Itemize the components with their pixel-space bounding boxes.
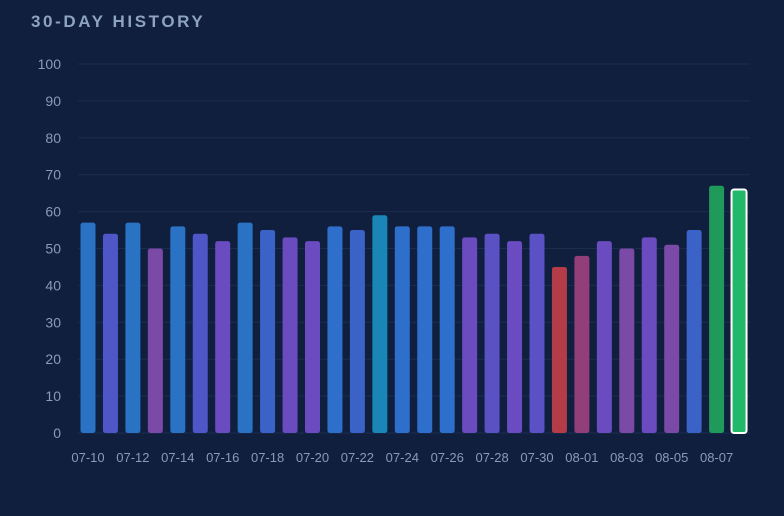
x-tick-label: 07-22	[341, 450, 374, 465]
x-tick-label: 08-07	[700, 450, 733, 465]
bar-07-21[interactable]	[327, 226, 343, 433]
bar-07-12[interactable]	[125, 222, 141, 433]
x-tick-label: 07-28	[475, 450, 508, 465]
y-tick-label: 40	[45, 277, 61, 293]
bar-07-18[interactable]	[260, 230, 276, 433]
x-tick-label: 07-24	[386, 450, 419, 465]
bar-08-08[interactable]	[730, 188, 748, 434]
x-tick-label: 08-05	[655, 450, 688, 465]
y-tick-label: 30	[45, 314, 61, 330]
bar-07-13[interactable]	[147, 248, 163, 434]
x-tick-label: 07-20	[296, 450, 329, 465]
bar-08-04[interactable]	[641, 237, 657, 433]
bar-07-25[interactable]	[417, 226, 433, 433]
bar-07-27[interactable]	[462, 237, 478, 433]
bar-07-10[interactable]	[80, 222, 96, 433]
chart-title: 30-DAY HISTORY	[31, 12, 206, 31]
bars	[80, 185, 748, 434]
bar-07-26[interactable]	[439, 226, 455, 433]
x-tick-label: 07-26	[431, 450, 464, 465]
x-axis: 07-10 07-12 07-14 07-16 07-18 07-20 07-22 07-24…	[71, 450, 733, 465]
y-tick-label: 10	[45, 388, 61, 404]
y-axis: 0 10 20 30 40 50 60 70 80 90 100	[38, 56, 62, 441]
y-tick-label: 70	[45, 167, 61, 183]
bar-08-05[interactable]	[664, 244, 680, 433]
y-tick-label: 100	[38, 56, 62, 72]
bar-07-16[interactable]	[215, 241, 231, 433]
bar-08-06[interactable]	[686, 230, 702, 433]
bar-07-24[interactable]	[394, 226, 410, 433]
bar-07-23[interactable]	[372, 215, 388, 433]
x-tick-label: 07-14	[161, 450, 194, 465]
bar-07-30[interactable]	[529, 233, 545, 433]
x-tick-label: 07-16	[206, 450, 239, 465]
x-tick-label: 07-12	[116, 450, 149, 465]
bar-07-22[interactable]	[349, 230, 365, 433]
bar-07-11[interactable]	[102, 233, 118, 433]
bar-08-03[interactable]	[619, 248, 635, 434]
y-tick-label: 50	[45, 241, 61, 257]
bar-07-28[interactable]	[484, 233, 500, 433]
gridlines	[78, 63, 750, 434]
bar-07-14[interactable]	[170, 226, 186, 433]
bar-07-20[interactable]	[305, 241, 320, 433]
bar-07-31[interactable]	[551, 266, 567, 433]
bar-08-07[interactable]	[709, 185, 725, 433]
bar-07-29[interactable]	[507, 241, 523, 433]
x-tick-label: 07-10	[71, 450, 104, 465]
bar-07-17[interactable]	[237, 222, 253, 433]
y-tick-label: 60	[45, 204, 61, 220]
x-tick-label: 08-03	[610, 450, 643, 465]
y-tick-label: 20	[45, 351, 61, 367]
y-tick-label: 0	[53, 425, 61, 441]
y-tick-label: 90	[45, 93, 61, 109]
bar-07-15[interactable]	[192, 233, 208, 433]
bar-08-01[interactable]	[574, 255, 590, 433]
x-tick-label: 08-01	[565, 450, 598, 465]
y-tick-label: 80	[45, 130, 61, 146]
bar-07-19[interactable]	[282, 237, 298, 433]
x-tick-label: 07-18	[251, 450, 284, 465]
x-tick-label: 07-30	[520, 450, 553, 465]
bar-08-02[interactable]	[596, 241, 612, 433]
